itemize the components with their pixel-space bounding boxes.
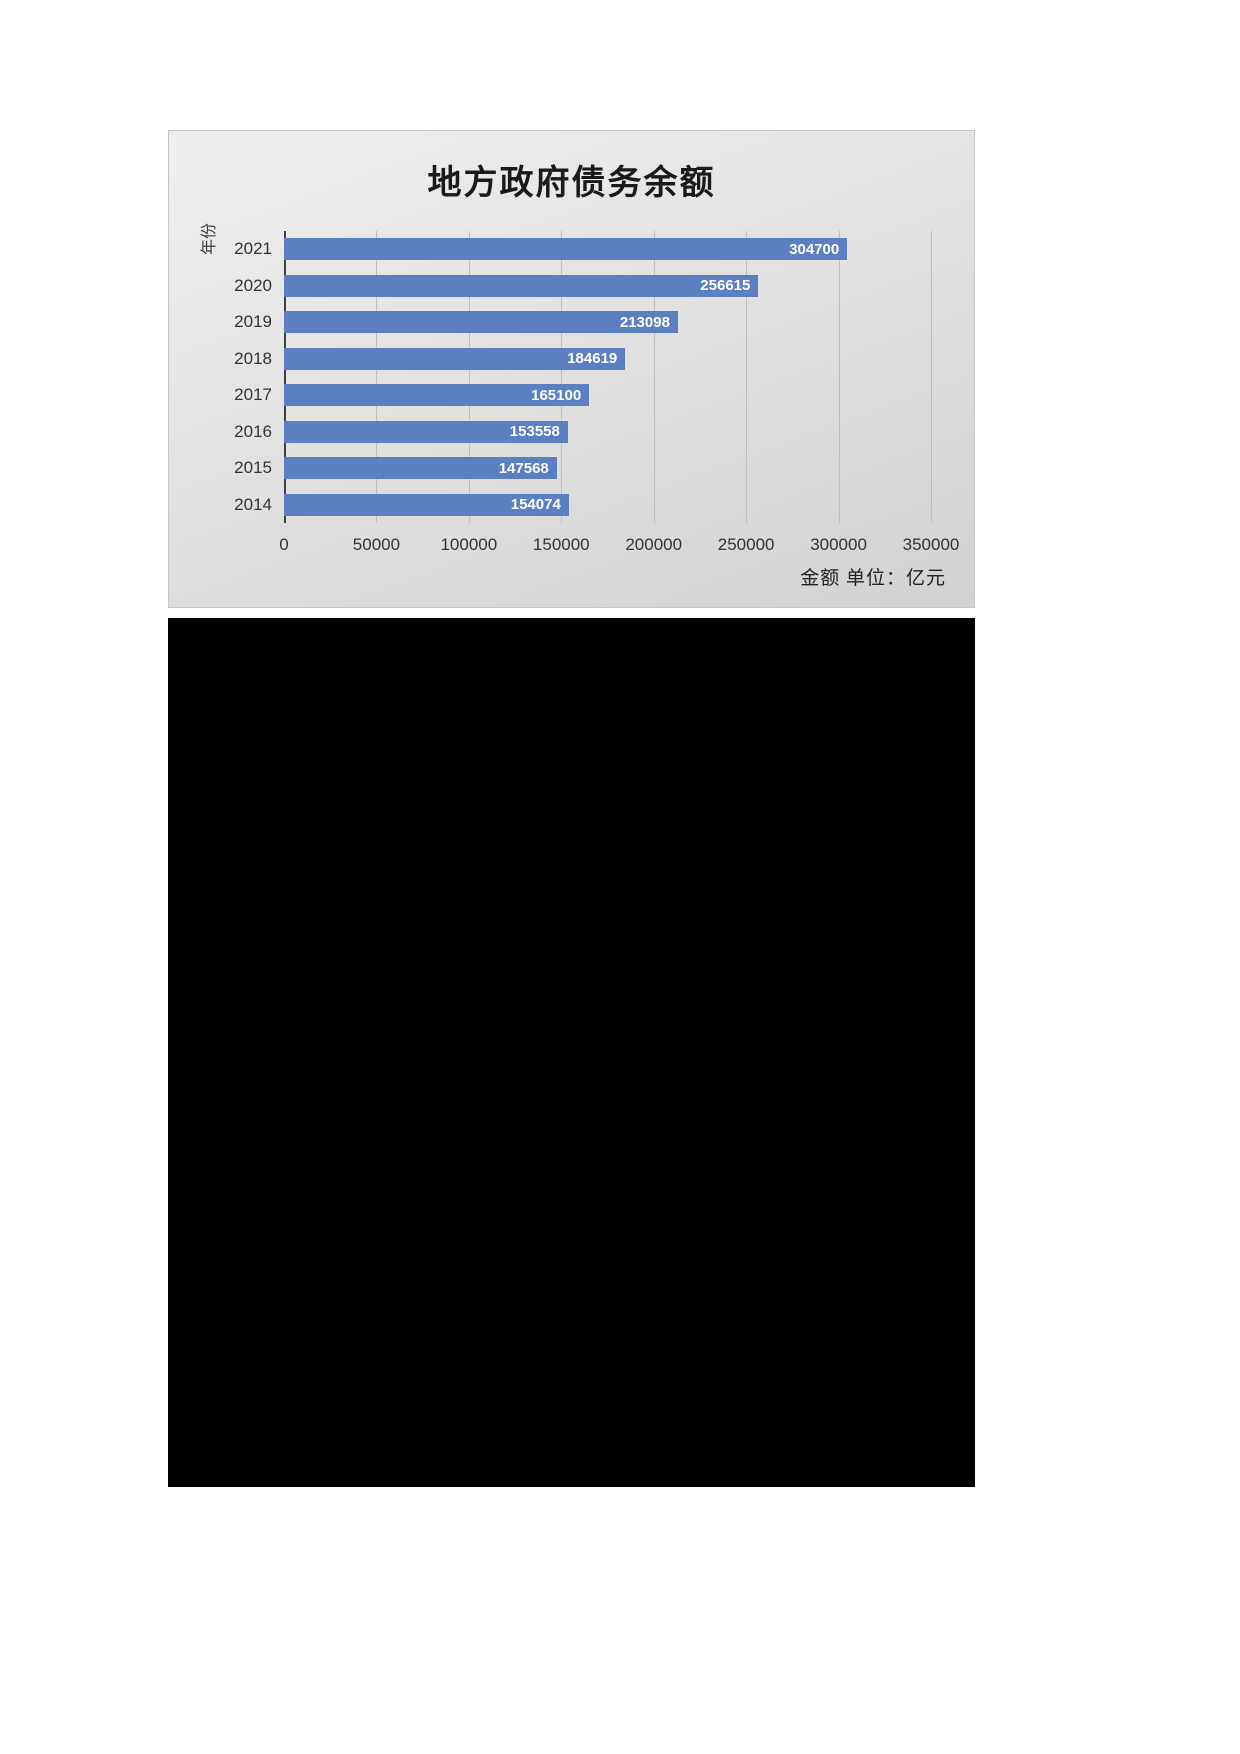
gridline bbox=[468, 231, 470, 523]
x-tick-label: 250000 bbox=[717, 535, 775, 554]
x-tick-label: 150000 bbox=[532, 535, 590, 554]
category-label: 2020 bbox=[234, 275, 272, 295]
bar-track: 154074 bbox=[284, 487, 931, 524]
bar-row: 2021 304700 bbox=[169, 231, 931, 268]
x-tick-label: 50000 bbox=[352, 535, 401, 554]
bar: 213098 bbox=[284, 311, 678, 334]
bar-row: 2016 153558 bbox=[169, 414, 931, 451]
bar-row: 2018 184619 bbox=[169, 341, 931, 378]
gridline-layer bbox=[284, 231, 932, 523]
x-tick-label: 100000 bbox=[440, 535, 498, 554]
x-tick-label: 300000 bbox=[810, 535, 867, 554]
bar-value-label: 184619 bbox=[567, 350, 618, 368]
bar-track: 304700 bbox=[284, 231, 931, 268]
bar-value-label: 256615 bbox=[700, 277, 751, 295]
x-tick-label: 200000 bbox=[625, 535, 683, 554]
gridline bbox=[653, 231, 655, 523]
bar-row: 2014 154074 bbox=[169, 487, 931, 524]
gridline bbox=[561, 231, 563, 523]
x-axis-ticks: 0 50000 100000 150000 200000 250000 300000 3500… bbox=[279, 535, 959, 557]
bar-row: 2015 147568 bbox=[169, 450, 931, 487]
bar: 184619 bbox=[284, 347, 626, 370]
gridline bbox=[376, 231, 378, 523]
category-label: 2021 bbox=[234, 239, 272, 259]
category-label: 2019 bbox=[234, 312, 272, 332]
bar-value-label: 154074 bbox=[510, 496, 561, 514]
debt-balance-chart: 地方政府债务余额 年份 2021 304700 2020 256615 2019 2130… bbox=[168, 130, 975, 608]
bar-rows: 2021 304700 2020 256615 2019 213098 2018 184619… bbox=[169, 231, 931, 523]
x-tick-label: 0 bbox=[279, 535, 289, 554]
bar-track: 184619 bbox=[284, 341, 931, 378]
bar-row: 2019 213098 bbox=[169, 304, 931, 341]
gridline bbox=[838, 231, 840, 523]
category-label: 2014 bbox=[234, 494, 272, 514]
category-label: 2018 bbox=[234, 348, 272, 368]
category-label: 2016 bbox=[234, 421, 272, 441]
bar: 165100 bbox=[284, 384, 590, 407]
bar-row: 2017 165100 bbox=[169, 377, 931, 414]
bar: 304700 bbox=[284, 238, 848, 261]
bar-track: 165100 bbox=[284, 377, 931, 414]
bar-track: 256615 bbox=[284, 268, 931, 305]
bar: 153558 bbox=[284, 420, 568, 443]
category-label: 2015 bbox=[234, 458, 272, 478]
category-label: 2017 bbox=[234, 385, 272, 405]
gridline bbox=[931, 231, 932, 523]
bar-value-label: 304700 bbox=[789, 240, 840, 258]
bar-row: 2020 256615 bbox=[169, 268, 931, 305]
plot-area: 2021 304700 2020 256615 2019 213098 2018 184619… bbox=[169, 231, 932, 523]
bar-value-label: 153558 bbox=[509, 423, 560, 441]
bar: 147568 bbox=[284, 457, 557, 480]
bar-track: 213098 bbox=[284, 304, 931, 341]
bar: 256615 bbox=[284, 274, 759, 297]
chart-title: 地方政府债务余额 bbox=[427, 165, 716, 202]
bar: 154074 bbox=[284, 493, 569, 516]
bar-value-label: 147568 bbox=[498, 459, 549, 477]
gridline bbox=[746, 231, 748, 523]
bar-track: 147568 bbox=[284, 450, 931, 487]
bar-track: 153558 bbox=[284, 414, 931, 451]
y-axis-line bbox=[284, 231, 286, 523]
bar-value-label: 213098 bbox=[619, 313, 670, 331]
x-axis-label: 金额 单位：亿元 bbox=[800, 568, 946, 589]
bar-value-label: 165100 bbox=[531, 386, 582, 404]
black-panel bbox=[168, 618, 975, 1487]
x-tick-label: 350000 bbox=[902, 535, 960, 554]
